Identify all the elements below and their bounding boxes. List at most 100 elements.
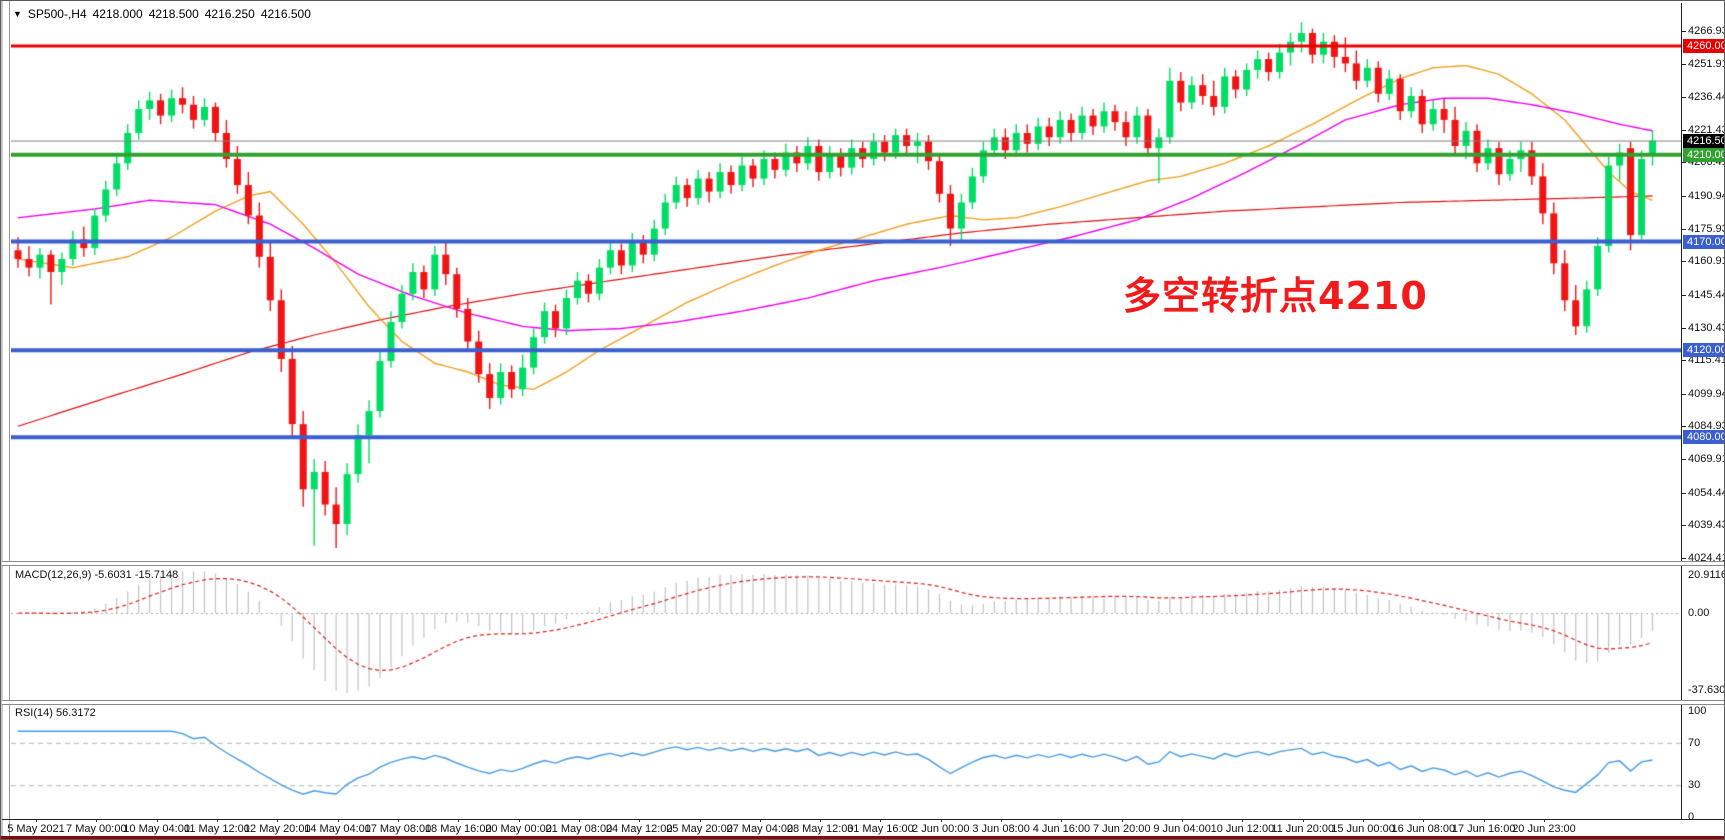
axis-tick [1681, 129, 1686, 131]
main-axis-label: 4266.930 [1688, 24, 1724, 37]
panel-splitter-rsi[interactable] [2, 700, 1724, 705]
rsi-name: RSI(14) [15, 707, 53, 719]
time-label: 11 Jun 20:00 [1271, 823, 1335, 835]
main-axis-label: 4160.915 [1688, 255, 1724, 268]
time-tick [96, 819, 98, 822]
time-tick [518, 819, 520, 822]
axis-tick [1681, 459, 1686, 461]
macd-axis-zero: 0.00 [1688, 606, 1710, 619]
macd-name: MACD(12,26,9) [15, 569, 92, 581]
main-axis-label: 4145.445 [1688, 288, 1724, 301]
time-tick [458, 819, 460, 822]
time-tick [1544, 819, 1545, 822]
time-tick [1242, 819, 1244, 822]
time-tick [1363, 819, 1365, 822]
price-badge-4260: 4260.000 [1683, 39, 1724, 54]
rsi-axis-100: 100 [1688, 705, 1707, 717]
time-label: 5 May 2021 [7, 823, 65, 835]
time-label: 12 May 20:00 [243, 823, 311, 835]
time-label: 17 May 08:00 [364, 823, 432, 835]
time-label: 18 May 16:00 [424, 823, 492, 835]
main-axis-label: 4084.930 [1688, 420, 1724, 433]
time-label: 10 Jun 12:00 [1210, 823, 1275, 835]
time-label: 7 May 00:00 [66, 823, 127, 835]
time-label: 4 Jun 16:00 [1032, 823, 1091, 835]
price-chart-canvas[interactable] [11, 13, 1681, 561]
time-label: 9 Jun 04:00 [1153, 823, 1211, 835]
symbol-period-label: SP500-,H4 [27, 7, 87, 21]
main-axis-label: 4130.430 [1688, 321, 1724, 334]
current-price-badge: 4216.500 [1683, 133, 1724, 148]
axis-tick [1681, 30, 1686, 32]
time-tick [1182, 819, 1184, 822]
time-tick [156, 819, 158, 822]
axis-tick [1681, 294, 1686, 296]
time-label: 11 May 12:00 [184, 823, 250, 835]
time-label: 31 May 16:00 [847, 823, 914, 835]
time-tick [759, 819, 761, 822]
axis-tick [1681, 525, 1686, 527]
window-left-border [1, 1, 10, 839]
price-axis-border [1681, 3, 1682, 819]
axis-tick [1681, 557, 1686, 559]
main-axis-label: 4221.430 [1688, 123, 1724, 136]
time-tick [639, 819, 641, 822]
main-axis-label: 4236.445 [1688, 91, 1724, 104]
axis-tick [1681, 492, 1686, 494]
macd-panel-canvas[interactable] [11, 567, 1681, 697]
main-axis-label: 4190.945 [1688, 190, 1724, 203]
time-label: 3 Jun 08:00 [972, 823, 1030, 835]
main-axis-label: 4024.415 [1688, 551, 1724, 564]
rsi-panel-canvas[interactable] [11, 705, 1681, 819]
time-tick [578, 819, 580, 822]
main-axis-label: 4054.445 [1688, 486, 1724, 499]
time-tick [1483, 819, 1485, 822]
price-badge-4080: 4080.000 [1683, 430, 1724, 445]
axis-tick [1681, 426, 1686, 428]
rsi-axis-0: 0 [1688, 811, 1695, 823]
time-label: 24 May 12:00 [605, 823, 673, 835]
time-tick [699, 819, 701, 822]
panel-splitter-macd[interactable] [2, 561, 1724, 566]
time-tick [880, 819, 882, 822]
time-tick [820, 819, 822, 822]
time-label: 20 May 00:00 [485, 823, 552, 835]
time-tick [1302, 819, 1304, 822]
macd-indicator-label: MACD(12,26,9) -5.6031 -15.7148 [15, 569, 178, 581]
rsi-axis-70: 70 [1688, 736, 1701, 749]
time-label: 2 Jun 00:00 [912, 823, 970, 835]
price-badge-4210: 4210.000 [1683, 147, 1724, 162]
time-label: 7 Jun 20:00 [1093, 823, 1151, 835]
ohlc-close: 4216.500 [260, 7, 311, 21]
time-tick [1121, 819, 1123, 822]
time-tick [1061, 819, 1063, 822]
time-label: 28 May 12:00 [786, 823, 854, 835]
axis-tick [1681, 196, 1686, 198]
time-tick [940, 819, 942, 822]
symbol-dropdown-icon[interactable]: ▼ [13, 9, 22, 19]
main-axis-label: 4251.915 [1688, 57, 1724, 70]
main-axis-label: 4099.945 [1688, 387, 1724, 400]
time-label: 15 Jun 00:00 [1331, 823, 1395, 835]
rsi-indicator-label: RSI(14) 56.3172 [15, 707, 96, 719]
time-label: 21 May 08:00 [545, 823, 613, 835]
time-tick [1001, 819, 1003, 822]
time-tick [36, 819, 37, 822]
axis-tick [1681, 360, 1686, 362]
macd-signal-value: -15.7148 [134, 569, 179, 581]
axis-tick [1681, 393, 1686, 395]
time-tick [1423, 819, 1425, 822]
macd-axis-max: 20.9116 [1688, 569, 1725, 581]
ohlc-open: 4218.000 [92, 7, 143, 21]
time-axis-border [2, 819, 1724, 820]
main-axis-label: 4039.430 [1688, 519, 1724, 532]
time-label: 14 May 04:00 [304, 823, 371, 835]
time-tick [397, 819, 399, 822]
axis-tick [1681, 162, 1686, 164]
time-label: 25 May 20:00 [666, 823, 733, 835]
time-tick [216, 819, 218, 822]
axis-tick [1681, 327, 1686, 329]
axis-tick [1681, 261, 1686, 263]
ohlc-low: 4216.250 [204, 7, 255, 21]
